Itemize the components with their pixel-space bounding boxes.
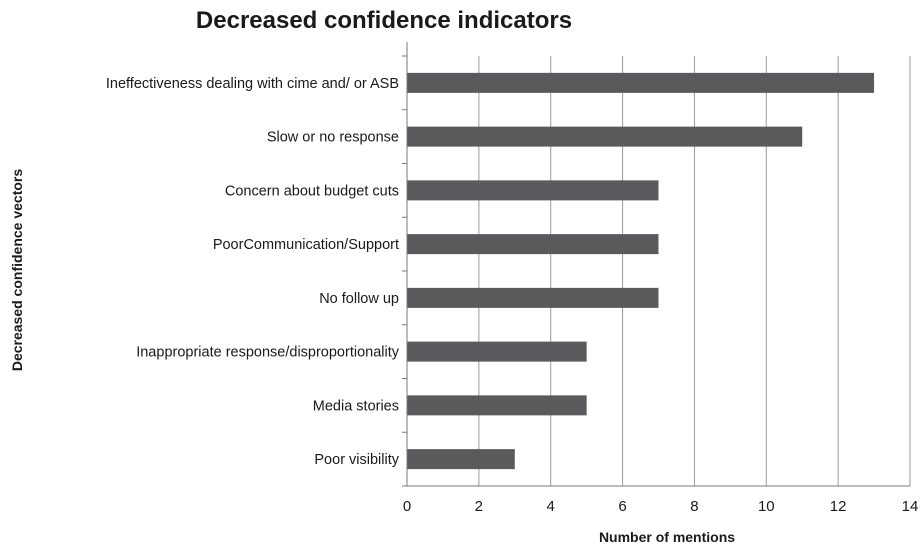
x-tick-label: 6	[618, 498, 626, 515]
category-label: Inappropriate response/disproportionalit…	[136, 345, 400, 361]
bar	[407, 72, 875, 93]
x-tick-label: 12	[830, 498, 847, 515]
category-label: Concern about budget cuts	[225, 183, 399, 199]
bar	[407, 126, 803, 147]
category-labels: Ineffectiveness dealing with cime and/ o…	[106, 76, 400, 468]
category-label: No follow up	[319, 291, 399, 307]
category-label: PoorCommunication/Support	[213, 237, 399, 253]
x-tick-label: 2	[475, 498, 483, 515]
bar	[407, 180, 659, 201]
category-label: Ineffectiveness dealing with cime and/ o…	[106, 76, 399, 92]
x-tick-labels: 0 2 4 6 8 10 12 14	[403, 498, 919, 515]
y-axis-title: Decreased confidence vectors	[9, 169, 25, 372]
bar	[407, 341, 587, 362]
x-tick-label: 8	[690, 498, 698, 515]
x-tick-label: 14	[902, 498, 919, 515]
category-label: Media stories	[313, 398, 399, 414]
x-tick-label: 4	[547, 498, 555, 515]
x-tick-label: 10	[758, 498, 775, 515]
bar	[407, 287, 659, 308]
category-label: Slow or no response	[267, 130, 399, 146]
x-tick-label: 0	[403, 498, 411, 515]
bar	[407, 234, 659, 255]
bar	[407, 395, 587, 416]
chart-title: Decreased confidence indicators	[196, 7, 572, 34]
x-axis-title: Number of mentions	[599, 529, 735, 545]
gridlines	[478, 56, 911, 486]
bar	[407, 449, 515, 470]
bars	[407, 72, 875, 470]
category-label: Poor visibility	[314, 452, 399, 468]
axes	[402, 42, 910, 487]
